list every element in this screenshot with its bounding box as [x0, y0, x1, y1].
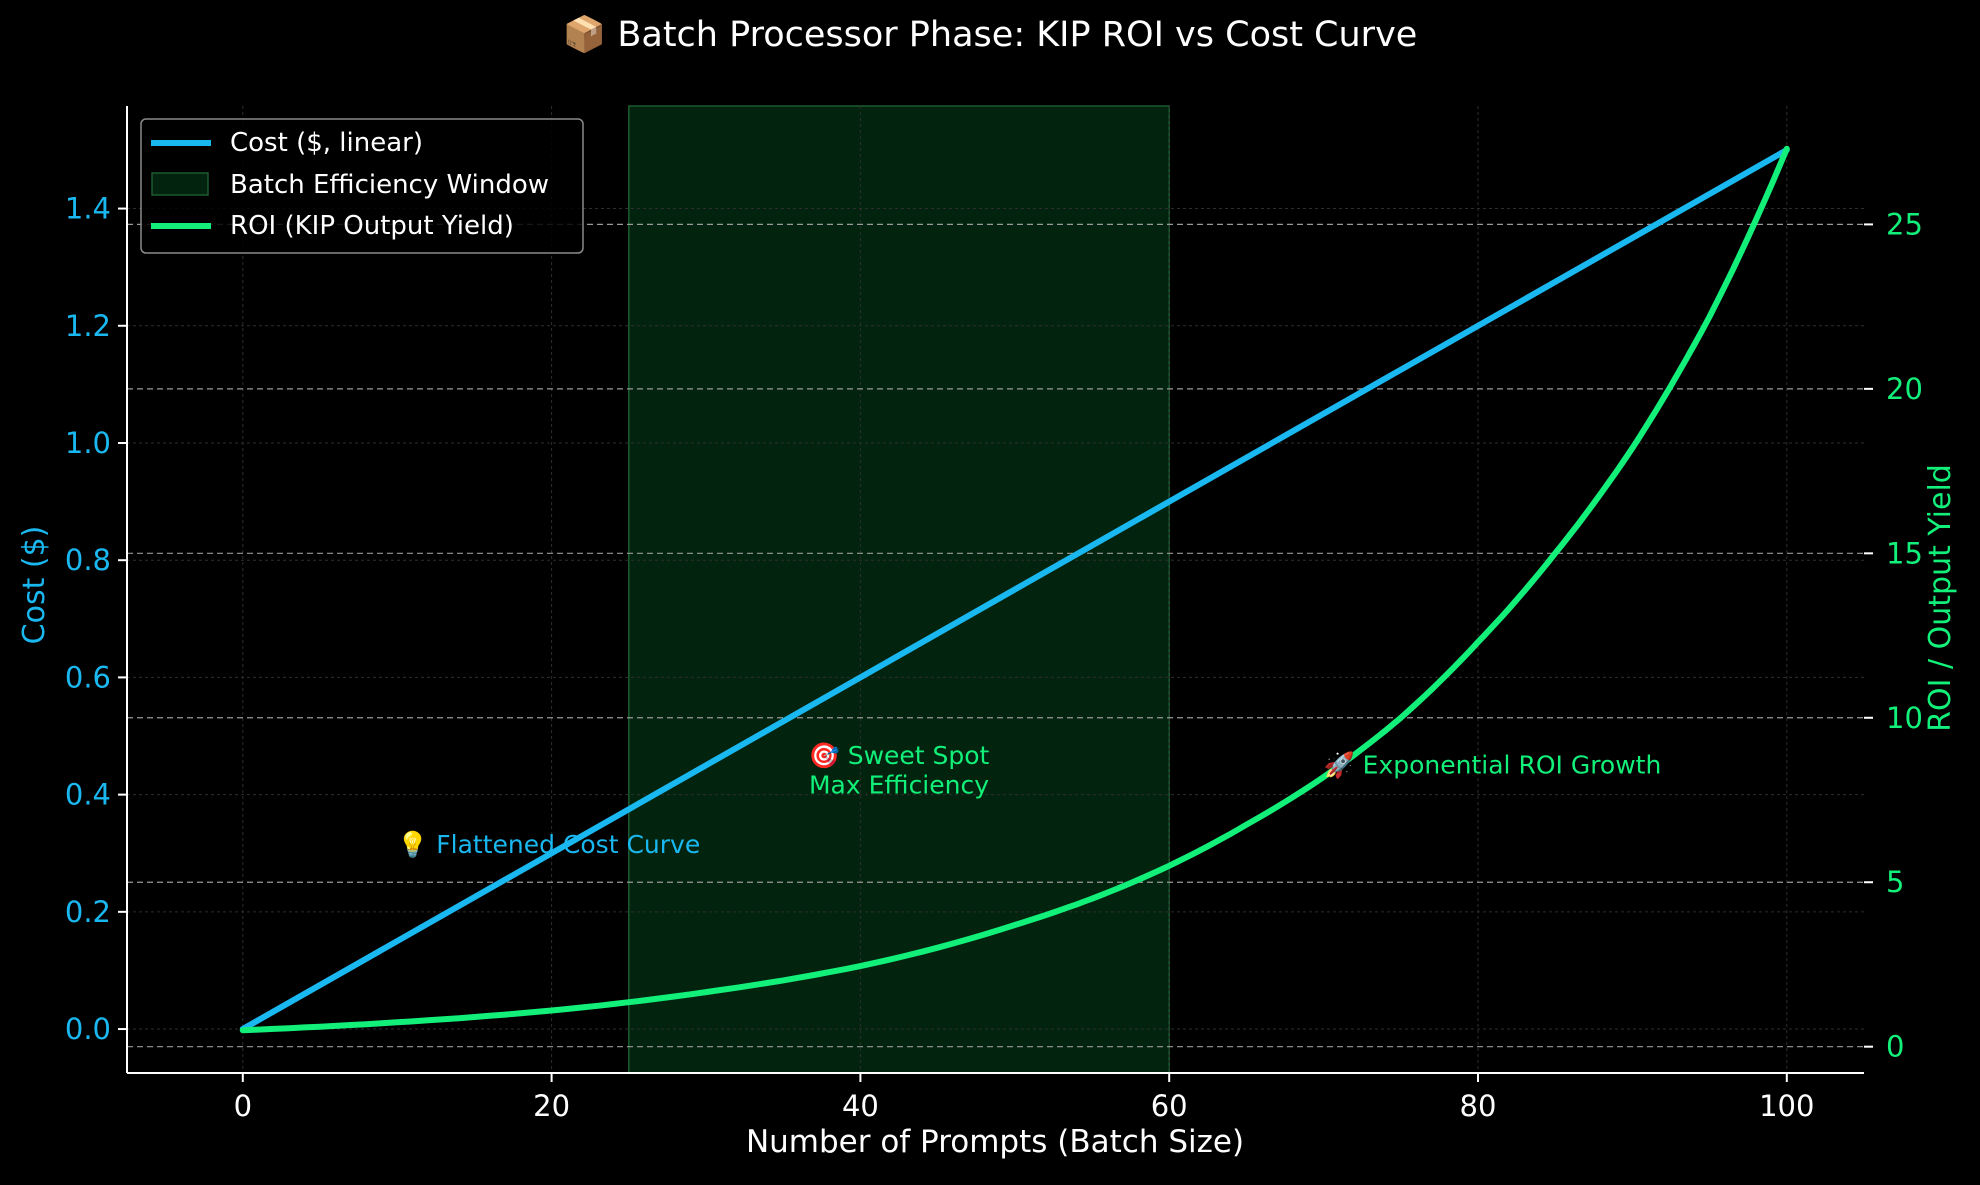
sweet-spot-note-line2: Max Efficiency [809, 770, 989, 799]
y-right-tick-label-4: 20 [1886, 372, 1923, 406]
y-right-tick-label-2: 10 [1886, 701, 1923, 735]
x-tick-label-3: 60 [1151, 1089, 1188, 1123]
flattened-cost-note: 💡 Flattened Cost Curve [397, 830, 700, 859]
x-tick-label-0: 0 [234, 1089, 252, 1123]
x-axis-label: Number of Prompts (Batch Size) [746, 1124, 1244, 1160]
y-left-tick-label-5: 1.0 [65, 426, 111, 460]
y-left-tick-label-6: 1.2 [65, 309, 111, 343]
y-left-tick-label-4: 0.8 [65, 543, 111, 577]
y-right-tick-label-5: 25 [1886, 207, 1923, 241]
chart-title: 📦 Batch Processor Phase: KIP ROI vs Cost… [563, 14, 1418, 55]
legend-box [140, 118, 584, 254]
legend-cost-label: Cost ($, linear) [230, 128, 423, 158]
y-left-tick-label-1: 0.2 [65, 895, 111, 929]
legend-window-swatch [151, 172, 209, 196]
sweet-spot-note-line1: 🎯 Sweet Spot [809, 741, 990, 770]
y-right-tick-label-1: 5 [1886, 865, 1904, 899]
legend: Cost ($, linear) Batch Efficiency Window… [140, 118, 584, 254]
legend-window-label: Batch Efficiency Window [230, 170, 549, 200]
x-tick-label-4: 80 [1460, 1089, 1497, 1123]
x-tick-label-1: 20 [533, 1089, 570, 1123]
y-right-tick-label-0: 0 [1886, 1030, 1904, 1064]
y-left-tick-label-2: 0.4 [65, 778, 111, 812]
roi-series-line [239, 145, 1790, 1034]
batch-efficiency-window [628, 105, 1170, 1074]
roi-growth-note: 🚀 Exponential ROI Growth [1324, 751, 1662, 780]
y-left-tick-label-7: 1.4 [65, 192, 111, 226]
legend-roi-label: ROI (KIP Output Yield) [230, 211, 514, 241]
cost-series-line [239, 147, 1790, 1032]
y-axis-left-label: Cost ($) [17, 526, 52, 645]
y-axis-right-label: ROI / Output Yield [1923, 464, 1958, 732]
y-left-tick-label-0: 0.0 [65, 1012, 111, 1046]
x-tick-label-2: 40 [842, 1089, 879, 1123]
y-left-tick-label-3: 0.6 [65, 660, 111, 694]
y-right-tick-label-3: 15 [1886, 536, 1923, 570]
x-tick-label-5: 100 [1759, 1089, 1814, 1123]
